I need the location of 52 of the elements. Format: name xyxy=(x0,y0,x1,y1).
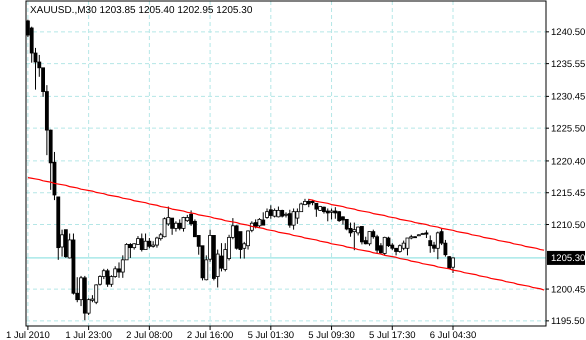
x-tick-label: 2 Jul 16:00 xyxy=(186,330,234,340)
candlestick xyxy=(451,256,455,274)
candlestick xyxy=(295,208,300,224)
chart-title: XAUUSD.,M30 1203.85 1205.40 1202.95 1205.30 xyxy=(30,5,253,16)
candlestick xyxy=(436,231,440,260)
line-series xyxy=(27,177,545,291)
y-tick-label: 1220.40 xyxy=(551,156,586,168)
candlestick xyxy=(117,262,121,278)
candlestick xyxy=(428,234,432,254)
candlestick xyxy=(337,210,342,222)
y-tick-label: 1230.45 xyxy=(551,92,586,103)
candlestick xyxy=(382,236,387,256)
candlestick xyxy=(261,212,266,226)
candlestick xyxy=(140,233,144,252)
x-tick-label: 5 Jul 01:30 xyxy=(248,330,294,340)
candlestick xyxy=(326,208,330,222)
candlestick xyxy=(292,208,296,230)
y-tick-label: 1210.50 xyxy=(551,220,586,231)
y-tick-label: 1240.50 xyxy=(551,27,586,38)
candlestick xyxy=(106,268,110,288)
candlestick xyxy=(174,220,178,232)
candlestick xyxy=(288,209,292,228)
candlestick xyxy=(268,204,273,220)
candlestick xyxy=(368,231,372,246)
y-tick-label: 1200.45 xyxy=(551,284,586,296)
x-tick-label: 1 Jul 2010 xyxy=(6,330,50,340)
candlestick xyxy=(144,233,148,250)
candlestick xyxy=(178,218,182,231)
candlestick xyxy=(147,238,152,249)
candlestick xyxy=(276,206,280,218)
candlestick xyxy=(402,240,406,251)
y-tick-label: 1225.50 xyxy=(551,124,586,134)
y-tick-label: 1235.55 xyxy=(551,58,586,70)
y-tick-label: 1215.45 xyxy=(551,188,586,200)
x-tick-label: 1 Jul 23:00 xyxy=(65,330,112,340)
candlestick xyxy=(360,226,364,245)
y-tick-label: 1195.50 xyxy=(551,316,585,328)
candlestick xyxy=(333,206,338,220)
ref-line-label: 1205.30 xyxy=(551,253,586,264)
line-series xyxy=(308,198,545,251)
x-tick-label: 2 Jul 08:00 xyxy=(126,330,173,340)
x-tick-label: 5 Jul 09:30 xyxy=(308,330,355,340)
x-tick-label: 5 Jul 17:30 xyxy=(369,330,416,340)
candlestick xyxy=(128,242,132,258)
candlestick xyxy=(352,222,356,251)
candlestick xyxy=(265,208,269,220)
candlestick xyxy=(182,216,186,232)
candlestick xyxy=(155,236,159,248)
candlestick xyxy=(330,208,334,220)
x-tick-label: 6 Jul 04:30 xyxy=(430,330,476,340)
candlestick xyxy=(406,238,410,256)
candlestick xyxy=(314,202,318,218)
